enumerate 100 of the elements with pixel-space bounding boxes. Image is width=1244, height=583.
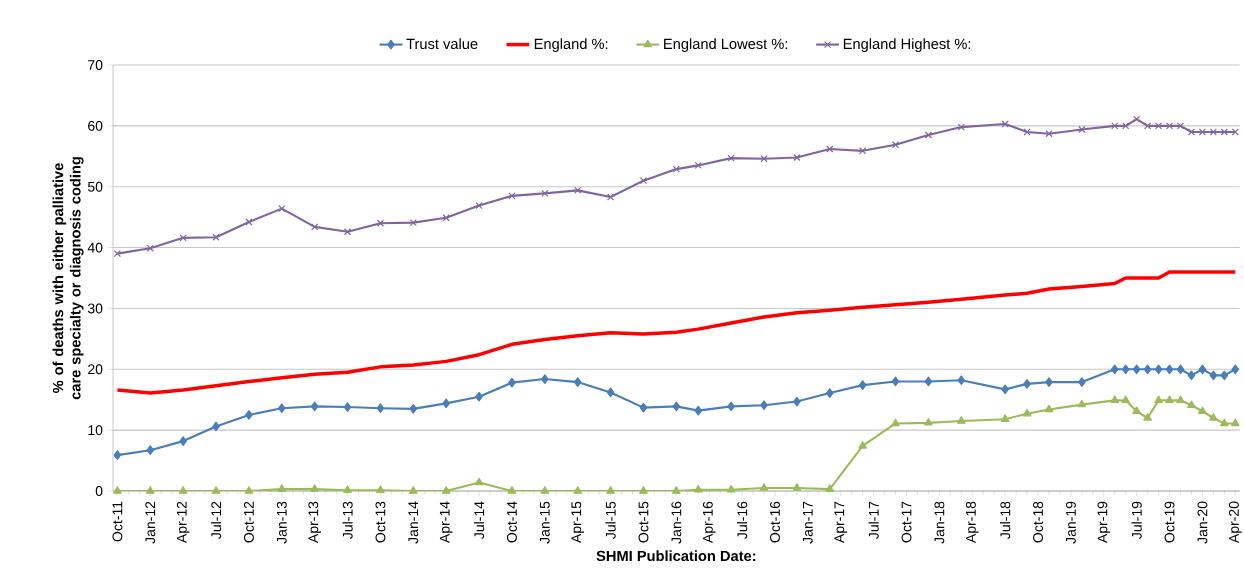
x-tick-label: Oct-12 bbox=[243, 501, 254, 543]
point bbox=[1187, 370, 1196, 381]
point bbox=[179, 234, 187, 242]
x-tick-label: Jan-16 bbox=[671, 501, 682, 544]
point bbox=[113, 450, 122, 460]
point bbox=[1078, 125, 1086, 134]
point bbox=[541, 374, 549, 384]
point bbox=[475, 391, 483, 402]
point bbox=[541, 189, 549, 198]
y-tick-label: 30 bbox=[87, 303, 103, 314]
point bbox=[508, 377, 516, 388]
point bbox=[1132, 364, 1141, 375]
point bbox=[1220, 370, 1229, 381]
point bbox=[212, 421, 220, 432]
point bbox=[957, 416, 966, 424]
point bbox=[891, 418, 900, 427]
point bbox=[343, 402, 352, 412]
x-tick-label: Oct-16 bbox=[770, 501, 780, 543]
point bbox=[508, 192, 516, 200]
point bbox=[727, 401, 735, 412]
point bbox=[1209, 128, 1217, 136]
x-tick-label: Jul-12 bbox=[210, 501, 222, 539]
point bbox=[639, 486, 648, 494]
point bbox=[793, 396, 801, 407]
point bbox=[1220, 128, 1228, 136]
point bbox=[1165, 395, 1174, 404]
y-tick-label: 10 bbox=[88, 425, 103, 436]
point bbox=[1023, 128, 1031, 136]
y-axis-title: % of deaths with either palliative care specialty or diagnosis coding bbox=[52, 157, 84, 400]
point bbox=[760, 400, 768, 411]
point bbox=[376, 403, 385, 414]
point bbox=[507, 486, 517, 494]
x-tick-label: Jul-16 bbox=[736, 501, 748, 539]
point bbox=[1154, 364, 1163, 375]
y-tick-label: 20 bbox=[88, 364, 103, 375]
point bbox=[146, 244, 154, 252]
point bbox=[1122, 122, 1130, 130]
x-tick-label: Apr-19 bbox=[1097, 501, 1111, 544]
point bbox=[759, 483, 769, 491]
x-tick-label: Jul-13 bbox=[342, 501, 353, 539]
point bbox=[1220, 418, 1229, 427]
point bbox=[924, 131, 933, 139]
point bbox=[825, 388, 834, 398]
point bbox=[310, 484, 319, 492]
point bbox=[694, 405, 703, 416]
point bbox=[924, 417, 933, 426]
point bbox=[245, 218, 253, 226]
point bbox=[924, 376, 933, 387]
point bbox=[1001, 120, 1009, 128]
point bbox=[1078, 377, 1086, 387]
y-tick-label: 70 bbox=[88, 60, 103, 70]
y-tick-label: 60 bbox=[88, 120, 103, 131]
point bbox=[825, 484, 835, 492]
x-tick-label: Apr-13 bbox=[308, 501, 322, 544]
point bbox=[1154, 122, 1163, 130]
x-tick-label: Apr-14 bbox=[439, 501, 453, 544]
point bbox=[1110, 364, 1119, 375]
y-tick-label: 0 bbox=[95, 486, 103, 496]
point bbox=[1209, 370, 1218, 381]
point bbox=[1154, 395, 1163, 404]
x-tick-label: Jan-19 bbox=[1065, 501, 1076, 544]
point bbox=[1209, 413, 1218, 421]
x-tick-label: Oct-19 bbox=[1164, 501, 1175, 543]
point bbox=[540, 486, 550, 494]
point bbox=[672, 486, 681, 494]
x-tick-label: Jul-14 bbox=[473, 501, 485, 539]
point bbox=[639, 177, 648, 185]
x-tick-label: Oct-14 bbox=[507, 501, 517, 543]
point bbox=[211, 486, 221, 494]
point bbox=[1121, 364, 1130, 375]
point bbox=[1143, 413, 1152, 421]
x-tick-label: Oct-17 bbox=[901, 501, 912, 543]
x-tick-label: Jan-15 bbox=[539, 501, 550, 544]
x-tick-label: Jul-19 bbox=[1131, 501, 1142, 539]
point bbox=[442, 398, 450, 409]
x-tick-label: Jan-18 bbox=[934, 501, 945, 544]
x-tick-label: Jan-17 bbox=[802, 501, 813, 544]
point bbox=[178, 486, 188, 494]
point bbox=[1000, 414, 1010, 422]
point bbox=[1132, 406, 1141, 415]
point bbox=[891, 141, 900, 149]
x-tick-label: Apr-16 bbox=[702, 501, 716, 544]
point bbox=[1133, 115, 1141, 123]
point bbox=[145, 486, 155, 494]
point bbox=[1198, 406, 1207, 415]
point bbox=[1111, 122, 1119, 130]
x-tick-label: Apr-18 bbox=[965, 501, 979, 544]
point bbox=[376, 485, 385, 494]
point bbox=[376, 219, 385, 227]
point bbox=[244, 486, 254, 494]
point bbox=[1198, 128, 1207, 136]
x-tick-label: Jan-14 bbox=[408, 501, 419, 544]
x-tick-label: Apr-12 bbox=[176, 501, 190, 544]
point bbox=[277, 484, 287, 492]
point bbox=[694, 161, 702, 170]
point bbox=[343, 228, 352, 236]
point bbox=[1044, 404, 1054, 413]
point bbox=[1198, 364, 1207, 375]
point bbox=[1165, 364, 1174, 375]
point bbox=[1077, 399, 1087, 408]
